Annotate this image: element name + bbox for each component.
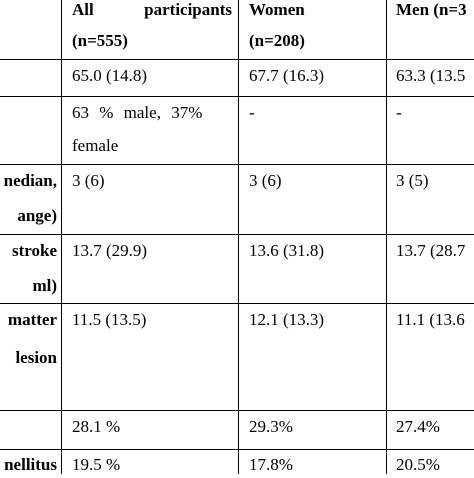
cell-women-row5: 29.3% [249,417,293,436]
column-border [238,0,239,474]
row-label-row2: nedian, ange) [0,167,57,229]
row-label-row4-line2: lesion [15,348,57,367]
column-border [386,0,387,474]
row-border [0,59,474,60]
cell-women-row4: 12.1 (13.3) [249,310,325,329]
header-all-word: All [72,0,94,19]
header-women-label: Women [249,0,305,19]
cell-all-row1: 63 % male, 37% female [72,99,232,159]
header-participants-word: participants [144,0,232,19]
cell-women-row1: - [249,103,255,122]
header-men-label: Men (n=3 [396,0,467,19]
row-label-row3-line1: stroke [11,241,57,260]
header-women-count: (n=208) [249,31,305,50]
cell-women-row3: 13.6 (31.8) [249,241,325,260]
cell-women-row2: 3 (6) [249,171,282,190]
row-border [0,449,474,450]
header-women: Women (n=208) [249,0,384,54]
row-label-row6-line1: nellitus [4,455,57,474]
row-border [0,96,474,97]
cell-men-row4: 11.1 (13.6 [396,310,465,329]
row-label-row4: matter lesion [0,306,57,371]
cell-all-row5: 28.1 % [72,417,121,436]
cell-all-row4: 11.5 (13.5) [72,310,147,329]
row-label-row4-line1: matter [7,310,57,329]
row-label-row3-line2: ml) [32,276,57,295]
cell-men-row3: 13.7 (28.7 [396,241,466,260]
row-label-row2-line2: ange) [17,206,57,225]
header-all-count: (n=555) [72,31,128,50]
cell-men-row1: - [396,103,402,122]
row-label-row6: nellitus [0,451,57,478]
row-border [0,164,474,165]
cell-all-row0: 65.0 (14.8) [72,66,148,85]
header-all-participants: All participants (n=555) [72,0,232,54]
column-border [61,0,62,474]
row-border [0,303,474,304]
cell-all-row1-line1: 63 % male, 37% [72,103,203,122]
cell-men-row0: 63.3 (13.5 [396,66,466,85]
cell-men-row6: 20.5% [396,455,440,474]
cell-all-row6: 19.5 % [72,455,121,474]
row-label-row2-line1: nedian, [3,171,57,190]
cell-women-row6: 17.8% [249,455,293,474]
cell-all-row1-line2: female [72,136,119,155]
cell-men-row2: 3 (5) [396,171,429,190]
row-label-row3: stroke ml) [0,237,57,299]
cell-men-row5: 27.4% [396,417,440,436]
cell-all-row2: 3 (6) [72,171,105,190]
header-men: Men (n=3 [396,0,474,23]
row-border [0,234,474,235]
row-border [0,410,474,411]
cell-all-row3: 13.7 (29.9) [72,241,148,260]
cell-women-row0: 67.7 (16.3) [249,66,325,85]
